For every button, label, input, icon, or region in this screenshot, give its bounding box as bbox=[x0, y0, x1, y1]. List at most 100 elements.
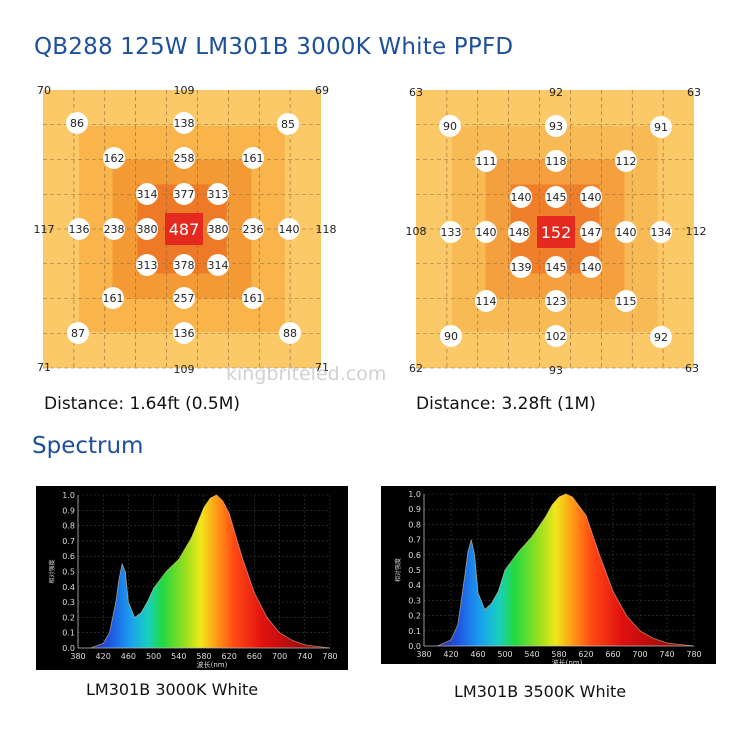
ppfd-map-right-svg: 152 90 93 91 111 118 112 140 145 140 133 140 148 147 1… bbox=[406, 86, 707, 377]
ppfd-reading-value: 112 bbox=[616, 155, 637, 168]
ppfd-reading-value: 111 bbox=[476, 155, 497, 168]
ppfd-reading-dot bbox=[103, 218, 125, 240]
page-title: QB288 125W LM301B 3000K White PPFD bbox=[34, 34, 514, 60]
ppfd-map-left: 487 86 138 85 162 258 161 314 377 313 136 238 380 380… bbox=[0, 80, 370, 380]
ppfd-reading-dot bbox=[136, 254, 158, 276]
ppfd-reading-dot bbox=[545, 256, 567, 278]
ppfd-edge-value: 109 bbox=[174, 363, 195, 376]
ppfd-center-value: 487 bbox=[169, 220, 200, 239]
spectrum-x-tick-label: 700 bbox=[632, 650, 647, 659]
spectrum-x-tick-label: 580 bbox=[551, 650, 566, 659]
ppfd-reading-dot bbox=[615, 221, 637, 243]
ppfd-reading-value: 88 bbox=[283, 327, 297, 340]
ppfd-reading-value: 136 bbox=[174, 327, 195, 340]
spectrum-y-tick-label: 0.7 bbox=[62, 537, 75, 546]
ppfd-reading-value: 148 bbox=[509, 226, 530, 239]
spectrum-x-tick-label: 780 bbox=[322, 652, 337, 661]
ppfd-reading: 134 bbox=[650, 221, 672, 243]
ppfd-reading: 93 bbox=[545, 115, 567, 137]
ppfd-reading-value: 139 bbox=[511, 261, 532, 274]
ppfd-reading: 92 bbox=[650, 326, 672, 348]
ppfd-reading: 118 bbox=[545, 150, 567, 172]
ppfd-reading-value: 257 bbox=[174, 292, 195, 305]
ppfd-reading-dot bbox=[207, 218, 229, 240]
spectrum-y-tick-label: 0.1 bbox=[408, 627, 421, 636]
ppfd-reading-value: 118 bbox=[546, 155, 567, 168]
ppfd-reading: 236 bbox=[242, 218, 264, 240]
ppfd-reading: 112 bbox=[615, 150, 637, 172]
ppfd-reading-value: 85 bbox=[281, 118, 295, 131]
ppfd-reading: 162 bbox=[103, 147, 125, 169]
ppfd-reading-value: 380 bbox=[137, 223, 158, 236]
ppfd-reading-dot bbox=[67, 322, 89, 344]
ppfd-reading: 140 bbox=[615, 221, 637, 243]
ppfd-reading-value: 380 bbox=[208, 223, 229, 236]
ppfd-edge-value: 118 bbox=[316, 223, 337, 236]
spectrum-y-tick-label: 1.0 bbox=[62, 491, 75, 500]
ppfd-reading-value: 314 bbox=[137, 188, 158, 201]
ppfd-reading: 102 bbox=[545, 325, 567, 347]
ppfd-reading-dot bbox=[173, 322, 195, 344]
ppfd-reading-dot bbox=[475, 150, 497, 172]
ppfd-reading: 140 bbox=[510, 186, 532, 208]
spectrum-x-tick-label: 460 bbox=[470, 650, 485, 659]
ppfd-reading-value: 161 bbox=[243, 152, 264, 165]
watermark: kingbriteled.com bbox=[226, 363, 387, 385]
ppfd-reading-value: 140 bbox=[581, 261, 602, 274]
spectrum-line bbox=[90, 494, 331, 649]
ppfd-reading-value: 93 bbox=[549, 120, 563, 133]
ppfd-reading: 85 bbox=[277, 113, 299, 135]
spectrum-x-tick-label: 740 bbox=[659, 650, 674, 659]
spectrum-y-tick-label: 0.6 bbox=[62, 552, 75, 561]
ppfd-reading: 140 bbox=[475, 221, 497, 243]
ppfd-reading: 258 bbox=[173, 147, 195, 169]
ppfd-reading: 115 bbox=[615, 290, 637, 312]
ppfd-reading-dot bbox=[615, 150, 637, 172]
ppfd-reading-dot bbox=[545, 325, 567, 347]
ppfd-reading: 145 bbox=[545, 256, 567, 278]
ppfd-reading-value: 138 bbox=[174, 117, 195, 130]
spectrum-y-tick-label: 0.5 bbox=[62, 568, 75, 577]
spectrum-x-tick-label: 380 bbox=[70, 652, 85, 661]
ppfd-reading: 138 bbox=[173, 112, 195, 134]
ppfd-reading-value: 140 bbox=[581, 191, 602, 204]
ppfd-reading-value: 90 bbox=[444, 330, 458, 343]
spectrum-y-tick-label: 0.4 bbox=[62, 583, 75, 592]
ppfd-reading-value: 86 bbox=[70, 117, 84, 130]
ppfd-reading-value: 313 bbox=[208, 188, 229, 201]
ppfd-reading-dot bbox=[650, 116, 672, 138]
spectrum-x-tick-label: 660 bbox=[605, 650, 620, 659]
ppfd-reading-dot bbox=[136, 218, 158, 240]
spectrum-x-tick-label: 540 bbox=[171, 652, 186, 661]
ppfd-reading: 147 bbox=[580, 221, 602, 243]
spectrum-caption-right: LM301B 3500K White bbox=[454, 682, 627, 701]
spectrum-y-tick-label: 0.9 bbox=[408, 505, 421, 514]
ppfd-reading-value: 162 bbox=[104, 152, 125, 165]
spectrum-x-tick-label: 500 bbox=[146, 652, 161, 661]
spectrum-x-tick-label: 620 bbox=[578, 650, 593, 659]
ppfd-reading-dot bbox=[475, 221, 497, 243]
ppfd-reading-dot bbox=[136, 183, 158, 205]
ppfd-reading-dot bbox=[545, 186, 567, 208]
ppfd-reading-dot bbox=[277, 113, 299, 135]
ppfd-reading-value: 377 bbox=[174, 188, 195, 201]
ppfd-edge-value: 62 bbox=[409, 362, 423, 375]
ppfd-reading: 133 bbox=[440, 221, 462, 243]
ppfd-reading-dot bbox=[242, 287, 264, 309]
ppfd-reading-value: 145 bbox=[546, 261, 567, 274]
spectrum-y-tick-label: 0.2 bbox=[62, 613, 75, 622]
spectrum-y-tick-label: 1.0 bbox=[408, 490, 421, 499]
spectrum-area bbox=[90, 495, 330, 648]
ppfd-center-cell bbox=[537, 216, 575, 248]
ppfd-reading: 136 bbox=[68, 218, 90, 240]
ppfd-edge-value: 108 bbox=[406, 225, 427, 238]
ppfd-reading-value: 115 bbox=[616, 295, 637, 308]
ppfd-edge-value: 117 bbox=[34, 223, 55, 236]
ppfd-reading-dot bbox=[173, 112, 195, 134]
ppfd-reading-dot bbox=[207, 254, 229, 276]
spectrum-chart-right-svg: 0.0 0.1 0.2 0.3 0.4 0.5 0.6 0.7 0.8 0.9 1.0 380 420 4… bbox=[381, 486, 716, 664]
ppfd-reading-dot bbox=[510, 256, 532, 278]
ppfd-edge-value: 93 bbox=[549, 364, 563, 377]
ppfd-reading-dot bbox=[580, 256, 602, 278]
ppfd-reading: 91 bbox=[650, 116, 672, 138]
